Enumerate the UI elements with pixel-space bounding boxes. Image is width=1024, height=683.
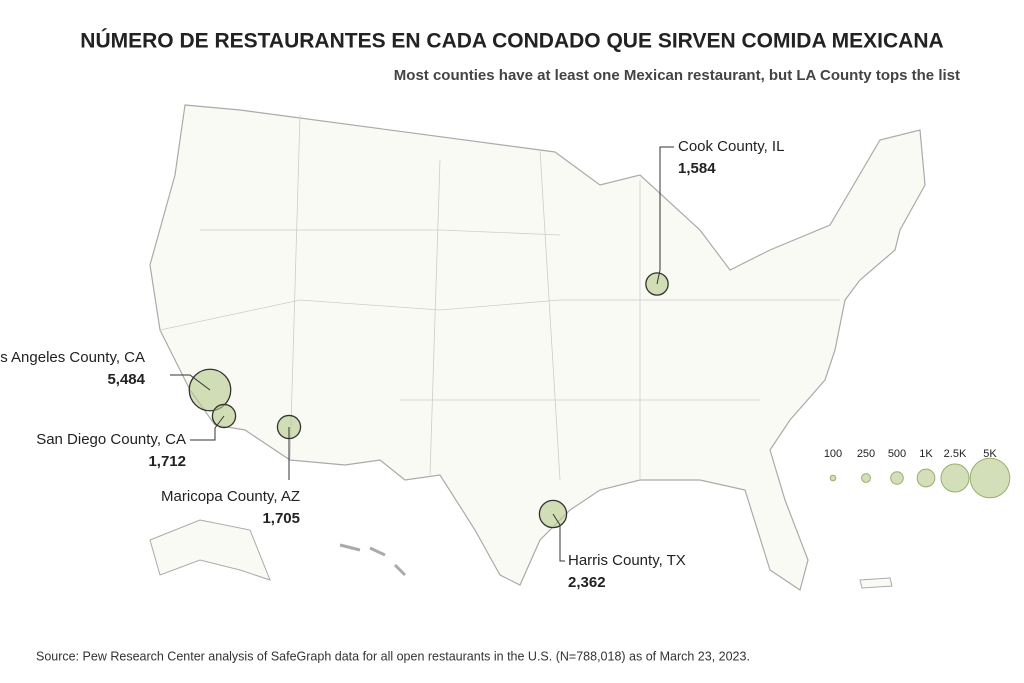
legend-label: 2.5K [944, 448, 967, 460]
source: Source: Pew Research Center analysis of … [36, 649, 750, 663]
county-name: Los Angeles County, CA [0, 349, 145, 366]
legend-bubble [861, 473, 871, 483]
county-value: 2,362 [568, 574, 606, 591]
subtitle: Most counties have at least one Mexican … [394, 67, 960, 84]
leader-line [170, 374, 211, 391]
county-value: 5,484 [107, 371, 145, 388]
county-name: Maricopa County, AZ [161, 488, 300, 505]
county-name: San Diego County, CA [36, 431, 186, 448]
legend-bubble [916, 468, 936, 488]
legend-bubble [940, 463, 970, 493]
county-value: 1,705 [262, 510, 300, 527]
county-value: 1,712 [148, 453, 186, 470]
county-name: Cook County, IL [678, 138, 784, 155]
title: NÚMERO DE RESTAURANTES EN CADA CONDADO Q… [80, 29, 943, 53]
legend-bubble [890, 471, 904, 485]
leader-line [190, 415, 225, 441]
leader-line [656, 146, 674, 285]
legend-label: 250 [857, 448, 875, 460]
us-map [149, 104, 926, 591]
county-name: Harris County, TX [568, 552, 686, 569]
legend-label: 100 [824, 448, 842, 460]
legend-label: 5K [983, 448, 997, 460]
legend-bubble [829, 474, 837, 482]
legend-label: 500 [888, 448, 906, 460]
leader-line [552, 513, 565, 562]
legend-bubble [969, 457, 1011, 499]
county-value: 1,584 [678, 160, 716, 177]
legend-label: 1K [919, 448, 933, 460]
